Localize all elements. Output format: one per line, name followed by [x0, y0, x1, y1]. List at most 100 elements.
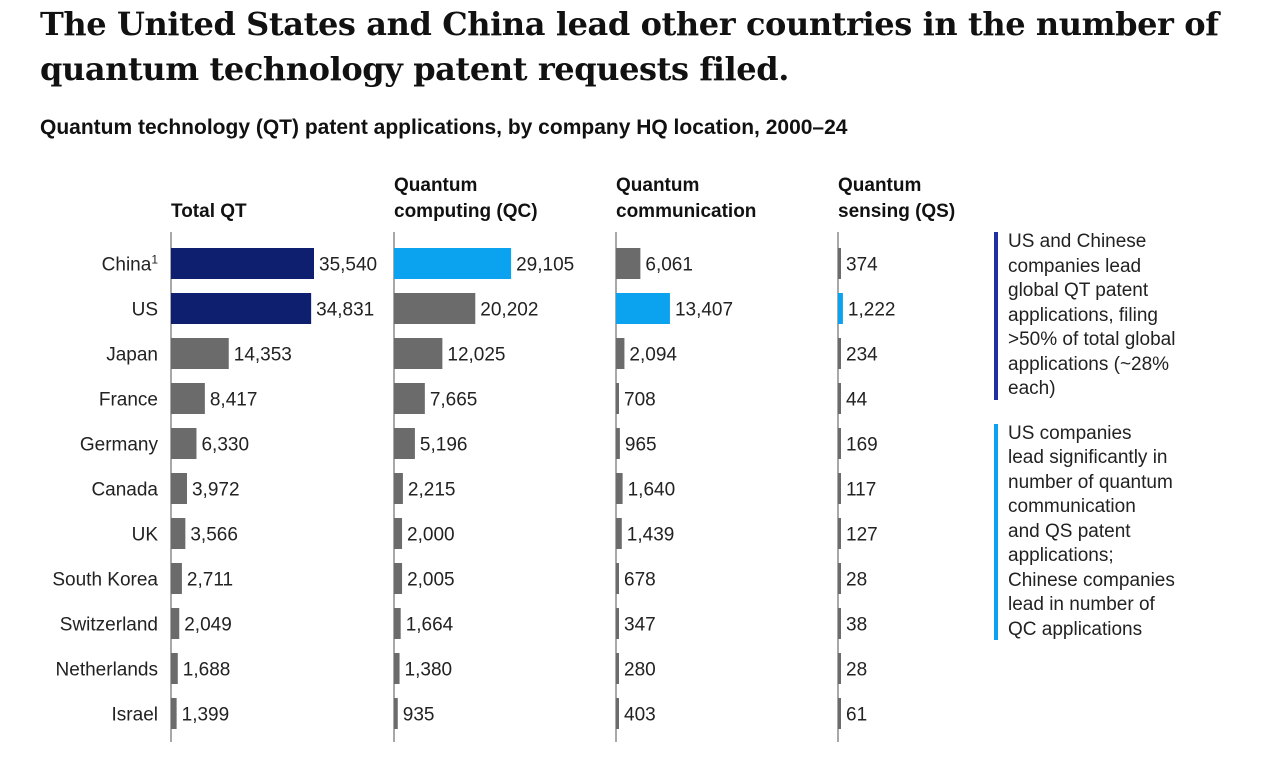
value-label: 169	[846, 435, 878, 456]
bar	[838, 338, 841, 369]
callout-accent-bar	[994, 232, 998, 400]
value-label: 8,417	[210, 390, 258, 411]
value-label: 2,215	[408, 480, 456, 501]
value-label: 1,399	[182, 705, 230, 726]
panel-header: Total QT	[171, 201, 247, 222]
category-label: China1	[102, 253, 159, 276]
category-label: UK	[132, 525, 159, 546]
bar	[394, 383, 425, 414]
value-label: 708	[624, 390, 656, 411]
panel-2: Quantum communication 6,061 13,407 2,094 708 9…	[615, 175, 756, 742]
value-label: 403	[624, 705, 656, 726]
value-label: 234	[846, 345, 878, 366]
category-label: Canada	[91, 480, 158, 501]
value-label: 2,005	[407, 570, 455, 591]
bar	[616, 248, 641, 279]
value-label: 2,000	[407, 525, 455, 546]
category-label: Japan	[106, 345, 158, 366]
value-label: 935	[403, 705, 435, 726]
bar	[616, 518, 622, 549]
bar	[171, 518, 186, 549]
value-label: 6,330	[201, 435, 249, 456]
callout-accent-bar	[994, 423, 998, 640]
bar	[394, 608, 401, 639]
bar	[394, 428, 415, 459]
panel-header: Quantum	[838, 175, 921, 196]
bar	[171, 698, 177, 729]
bar	[616, 653, 619, 684]
panel-0: Total QT 35,540 34,831 14,353 8,417 6,330 3,97…	[170, 201, 377, 742]
value-label: 6,061	[645, 255, 693, 276]
bar	[838, 383, 841, 414]
bar	[838, 248, 841, 279]
bar	[171, 338, 229, 369]
panel-header: computing (QC)	[394, 201, 538, 222]
value-label: 38	[846, 615, 867, 636]
bar	[616, 428, 620, 459]
bar	[171, 248, 314, 279]
category-label: US	[132, 300, 158, 321]
value-label: 1,640	[628, 480, 676, 501]
chart-subtitle: Quantum technology (QT) patent applicati…	[40, 116, 848, 139]
value-label: 374	[846, 255, 878, 276]
value-label: 5,196	[420, 435, 468, 456]
callout-text: US and Chinese companies lead global QT …	[1008, 231, 1176, 399]
panel-1: Quantum computing (QC) 29,105 20,202 12,025 7…	[393, 175, 574, 742]
bar	[838, 428, 841, 459]
footnote-marker: 1	[151, 253, 158, 267]
value-label: 61	[846, 705, 867, 726]
bar	[394, 518, 403, 549]
value-label: 965	[625, 435, 657, 456]
bar	[838, 293, 843, 324]
chart-title: The United States and China lead other c…	[40, 5, 1219, 88]
bar	[838, 473, 841, 504]
bar	[838, 653, 841, 684]
bar	[616, 338, 625, 369]
category-label: South Korea	[52, 570, 158, 591]
value-label: 28	[846, 660, 867, 681]
bar	[394, 698, 398, 729]
value-label: 34,831	[316, 300, 374, 321]
value-label: 280	[624, 660, 656, 681]
category-label: Israel	[112, 705, 158, 726]
value-label: 20,202	[480, 300, 538, 321]
bar	[838, 698, 841, 729]
value-label: 7,665	[430, 390, 478, 411]
value-label: 1,664	[406, 615, 454, 636]
bar	[838, 518, 841, 549]
bar	[394, 653, 400, 684]
bar	[171, 473, 187, 504]
bar	[394, 293, 476, 324]
value-label: 35,540	[319, 255, 377, 276]
panel-header: Quantum	[394, 175, 477, 196]
value-label: 2,049	[184, 615, 232, 636]
bar	[171, 608, 180, 639]
bar	[394, 248, 512, 279]
bar	[171, 383, 205, 414]
callout-panel: US and Chinese companies lead global QT …	[994, 230, 1264, 662]
callout-text: US companies lead significantly in numbe…	[1008, 422, 1175, 640]
callout-us-communication: US companies lead significantly in numbe…	[994, 422, 1264, 643]
bar	[616, 383, 619, 414]
value-label: 29,105	[516, 255, 574, 276]
bar	[838, 608, 841, 639]
bar	[394, 338, 443, 369]
panel-header: Quantum	[616, 175, 699, 196]
category-label: Netherlands	[56, 660, 158, 681]
bar	[171, 653, 178, 684]
value-label: 13,407	[675, 300, 733, 321]
category-label: Germany	[80, 435, 159, 456]
callout-us-china-total: US and Chinese companies lead global QT …	[994, 230, 1264, 402]
bar	[171, 428, 197, 459]
value-label: 12,025	[447, 345, 505, 366]
value-label: 3,566	[190, 525, 238, 546]
value-label: 127	[846, 525, 878, 546]
bar	[616, 473, 623, 504]
value-label: 3,972	[192, 480, 240, 501]
category-label: Switzerland	[60, 615, 158, 636]
bar	[838, 563, 841, 594]
category-label: France	[99, 390, 158, 411]
bar	[616, 698, 619, 729]
value-label: 347	[624, 615, 656, 636]
